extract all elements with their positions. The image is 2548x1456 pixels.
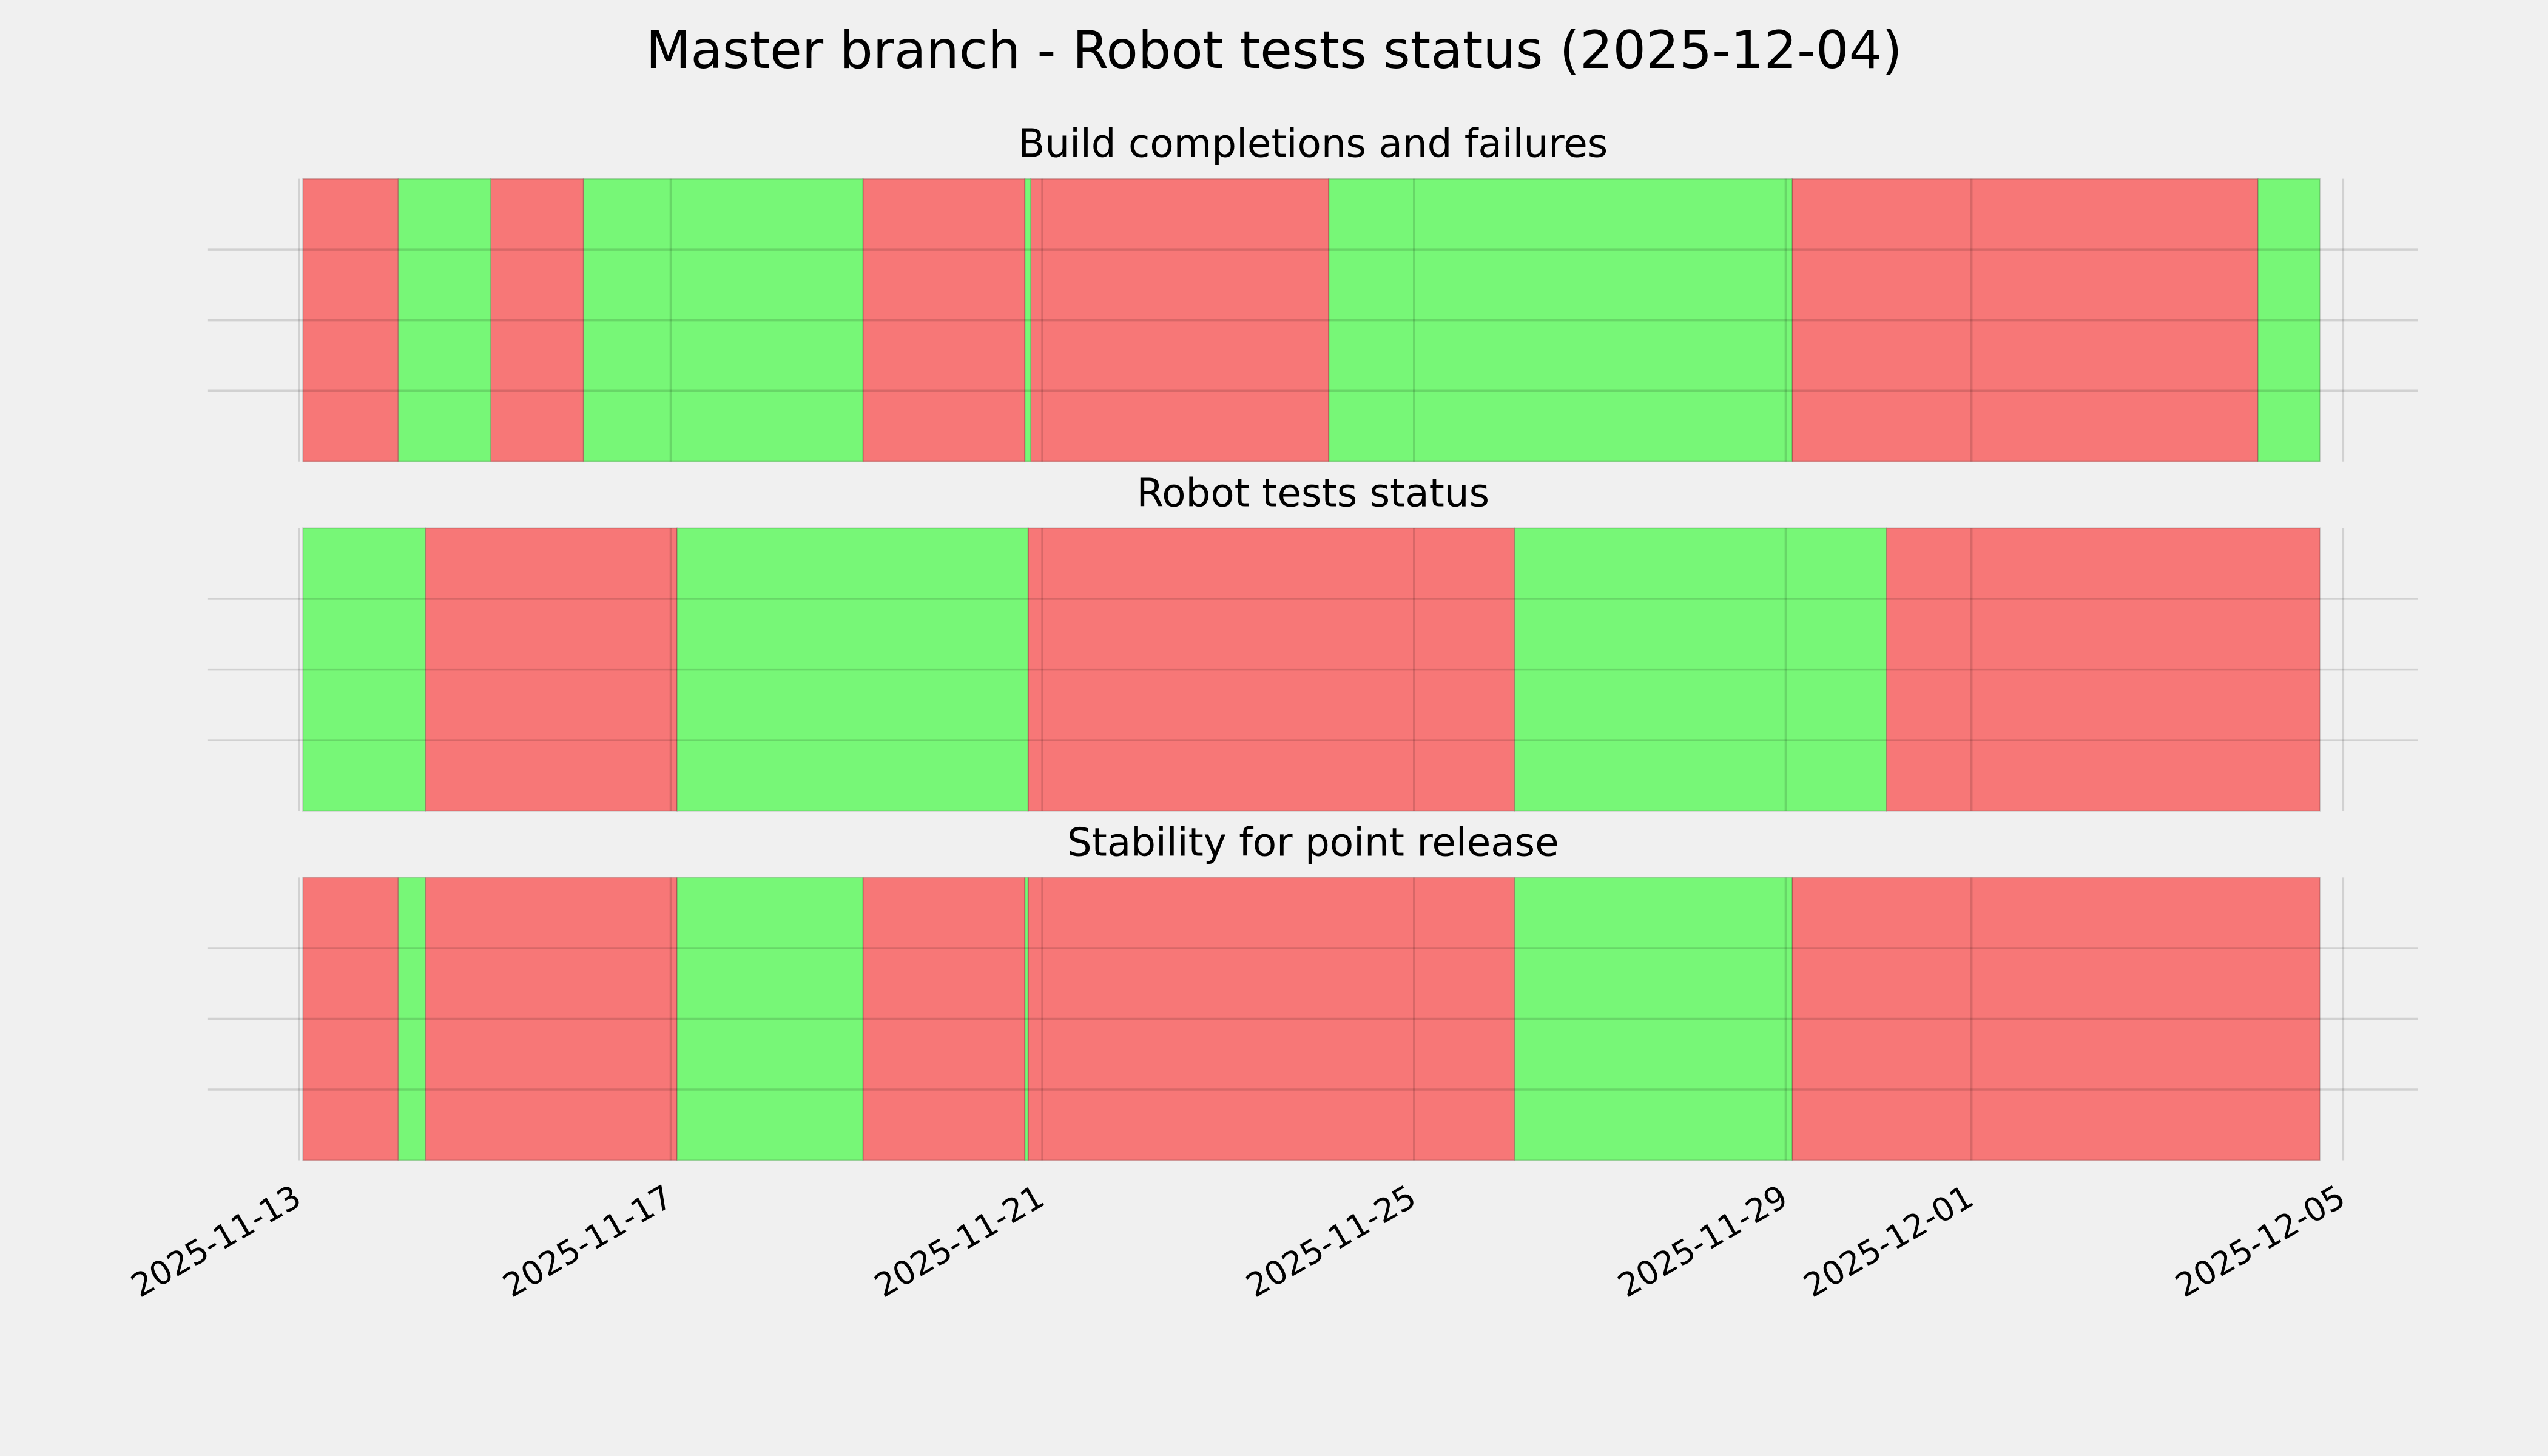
status-range <box>1027 527 1515 812</box>
status-range <box>302 527 426 812</box>
status-range <box>862 877 1026 1161</box>
status-range <box>1514 527 1887 812</box>
status-range <box>1791 877 2321 1161</box>
status-range <box>676 877 864 1161</box>
status-range <box>2257 178 2321 462</box>
status-range <box>425 527 678 812</box>
status-range <box>1024 877 1029 1161</box>
status-range <box>1328 178 1793 462</box>
x-tick-label: 2025-11-13 <box>125 1178 308 1305</box>
subplot-title: Robot tests status <box>1136 471 1489 516</box>
status-range <box>302 877 399 1161</box>
status-range <box>1030 178 1330 462</box>
status-range <box>397 877 426 1161</box>
status-range <box>1886 527 2321 812</box>
x-tick-label: 2025-12-01 <box>1797 1178 1980 1305</box>
x-tick-label: 2025-11-21 <box>868 1178 1051 1305</box>
status-range <box>425 877 678 1161</box>
status-range <box>862 178 1026 462</box>
status-range <box>490 178 584 462</box>
status-range <box>582 178 864 462</box>
status-range <box>1027 877 1515 1161</box>
status-range <box>1024 178 1032 462</box>
chart-title: Master branch - Robot tests status (2025… <box>645 20 1902 81</box>
subplot-title: Build completions and failures <box>1018 121 1608 167</box>
status-range <box>302 178 399 462</box>
x-tick-label: 2025-11-29 <box>1611 1178 1794 1305</box>
status-range <box>1791 178 2259 462</box>
x-tick-label: 2025-12-05 <box>2169 1178 2351 1305</box>
status-range <box>676 527 1029 812</box>
status-range <box>1514 877 1793 1161</box>
status-range <box>397 178 491 462</box>
x-tick-label: 2025-11-25 <box>1239 1178 1422 1305</box>
x-tick-label: 2025-11-17 <box>496 1178 679 1305</box>
subplot-title: Stability for point release <box>1067 820 1559 865</box>
